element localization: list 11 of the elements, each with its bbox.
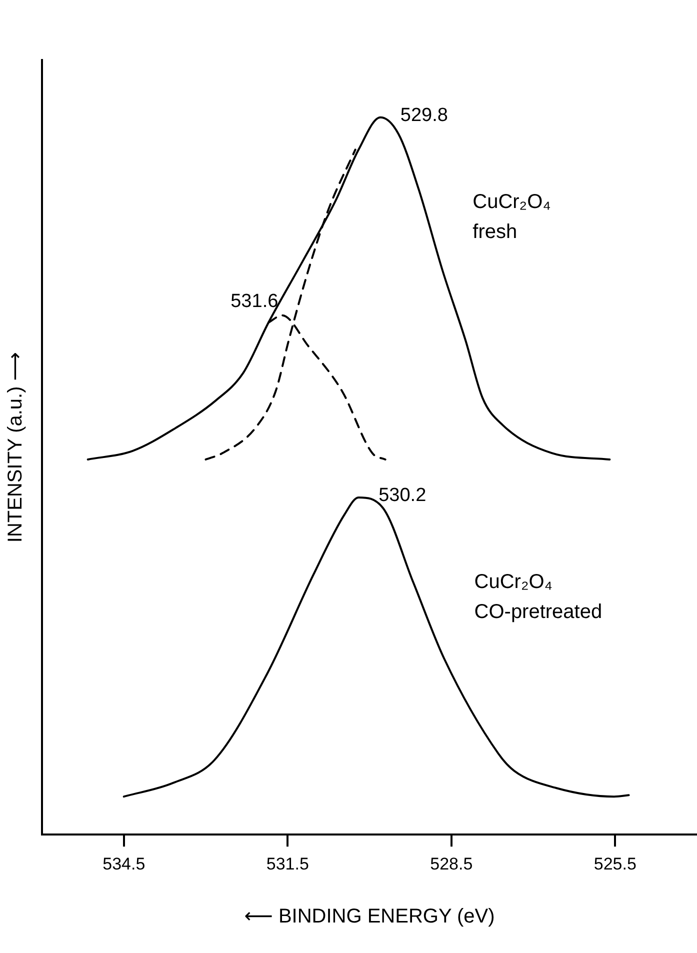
annotation: 529.8 bbox=[400, 105, 448, 126]
x-tick-label: 531.5 bbox=[266, 854, 309, 874]
annotation: 530.2 bbox=[378, 485, 426, 506]
y-axis-title: INTENSITY (a.u.) ⟶ bbox=[4, 352, 27, 543]
text: CuCr₂O₄ CO-pretreated bbox=[474, 571, 602, 624]
x-tick-label: 525.5 bbox=[594, 854, 636, 874]
x-axis-title: ⟵ BINDING ENERGY (eV) bbox=[244, 906, 495, 928]
x-tick-label: 534.5 bbox=[102, 854, 146, 874]
annotation: 531.6 bbox=[230, 291, 278, 312]
series-label: CuCr₂O₄ fresh bbox=[472, 190, 551, 243]
x-tick-label: 528.5 bbox=[430, 854, 473, 874]
